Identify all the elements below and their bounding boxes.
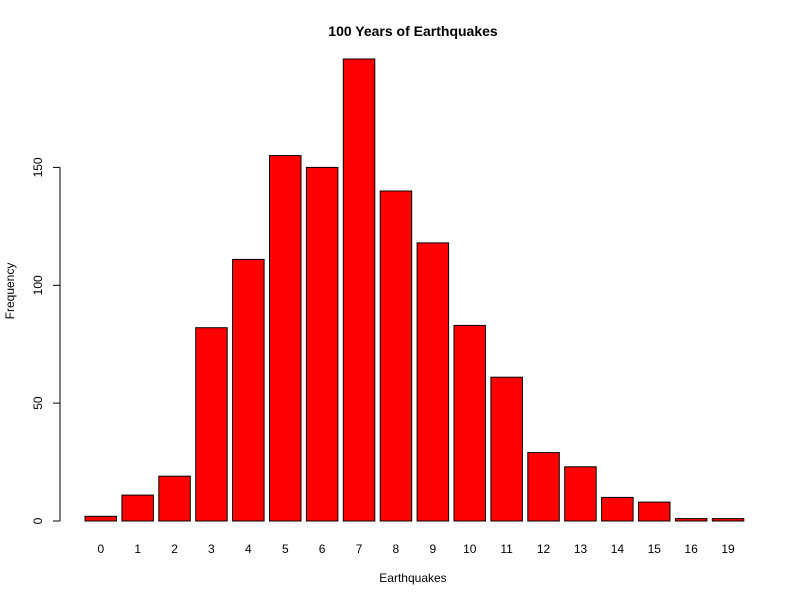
x-tick-labels: 0 1 2 3 4 5 6 7 8 9 10 11 12 13 14 15 16 19 xyxy=(97,542,735,556)
x-tick-label: 8 xyxy=(393,542,400,556)
bar-9 xyxy=(416,242,450,522)
x-tick-label: 5 xyxy=(282,542,289,556)
x-tick-label: 7 xyxy=(356,542,363,556)
x-tick-label: 3 xyxy=(208,542,215,556)
y-axis: 0 50 100 150 xyxy=(31,157,61,524)
x-tick-label: 19 xyxy=(721,542,735,556)
x-tick-label: 2 xyxy=(171,542,178,556)
y-tick-label: 150 xyxy=(31,157,45,177)
bar-7 xyxy=(342,58,376,522)
x-tick-label: 13 xyxy=(574,542,588,556)
bar-0 xyxy=(84,515,117,522)
bar-3 xyxy=(195,327,228,522)
y-tick-label: 100 xyxy=(31,275,45,295)
bar-16 xyxy=(674,518,708,522)
bar-19 xyxy=(711,518,745,522)
bar-8 xyxy=(379,190,413,522)
bar-11 xyxy=(490,376,523,522)
bar-10 xyxy=(453,324,486,522)
y-tick-label: 50 xyxy=(31,396,45,410)
bar-1 xyxy=(121,494,154,522)
bar-14 xyxy=(601,496,634,522)
bar-12 xyxy=(527,452,560,522)
bar-4 xyxy=(232,258,265,522)
x-tick-label: 0 xyxy=(97,542,104,556)
x-tick-label: 15 xyxy=(648,542,662,556)
x-tick-label: 1 xyxy=(134,542,141,556)
x-tick-label: 14 xyxy=(611,542,625,556)
bar-2 xyxy=(158,475,191,522)
bar-6 xyxy=(305,166,339,522)
x-tick-label: 6 xyxy=(319,542,326,556)
x-axis-label: Earthquakes xyxy=(379,571,446,585)
y-axis-label: Frequency xyxy=(3,263,17,320)
y-tick-label: 0 xyxy=(31,517,45,524)
bar-5 xyxy=(269,155,302,522)
bars-group xyxy=(84,58,745,522)
bar-15 xyxy=(638,501,671,522)
x-tick-label: 10 xyxy=(463,542,477,556)
x-tick-label: 4 xyxy=(245,542,252,556)
chart-title: 100 Years of Earthquakes xyxy=(328,23,498,39)
x-tick-label: 12 xyxy=(537,542,551,556)
x-tick-label: 16 xyxy=(684,542,698,556)
x-tick-label: 11 xyxy=(500,542,513,556)
bar-13 xyxy=(564,466,597,522)
x-tick-label: 9 xyxy=(429,542,436,556)
